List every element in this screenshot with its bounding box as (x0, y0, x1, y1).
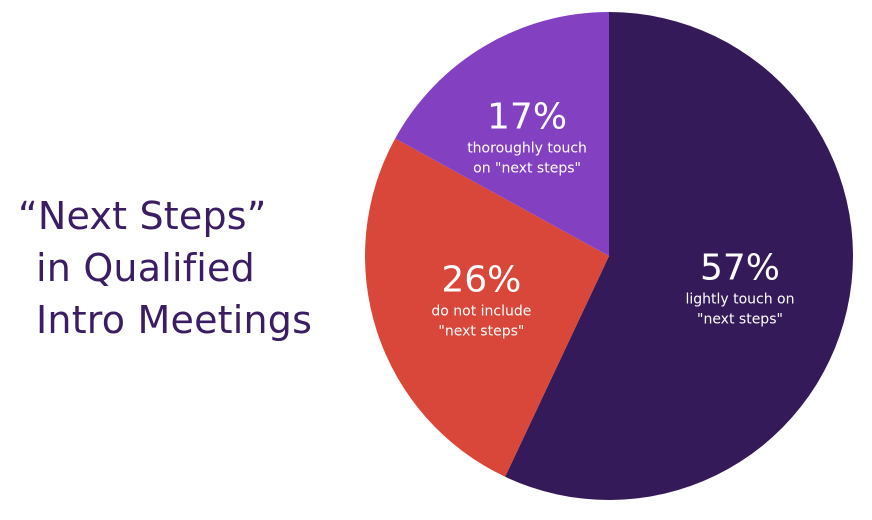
pie-slice-26 (365, 138, 609, 477)
chart-title: “Next Steps” in Qualified Intro Meetings (18, 190, 338, 346)
slice-desc-line-2: on "next steps" (473, 161, 581, 177)
slice-label-group: 26% do not include "next steps" (431, 259, 531, 339)
slice-desc-line-2: "next steps" (438, 323, 524, 339)
title-line-3: Intro Meetings (36, 298, 313, 342)
pie-slice-17 (395, 11, 609, 257)
title-line-1: “Next Steps” (18, 194, 267, 238)
slice-desc-line-1: do not include (431, 303, 531, 319)
slice-desc-line-1: lightly touch on (685, 291, 794, 307)
pie-slice-57 (505, 12, 853, 500)
slice-percent-label: 57% (700, 247, 780, 288)
slice-percent-label: 17% (487, 97, 567, 138)
slice-label-group: 17% thoroughly touch on "next steps" (467, 97, 587, 177)
slice-percent-label: 26% (441, 259, 521, 300)
slice-desc-line-2: "next steps" (697, 311, 783, 327)
slice-desc-line-1: thoroughly touch (467, 141, 587, 157)
slice-label-group: 57% lightly touch on "next steps" (685, 247, 794, 327)
title-line-2: in Qualified (36, 246, 255, 290)
